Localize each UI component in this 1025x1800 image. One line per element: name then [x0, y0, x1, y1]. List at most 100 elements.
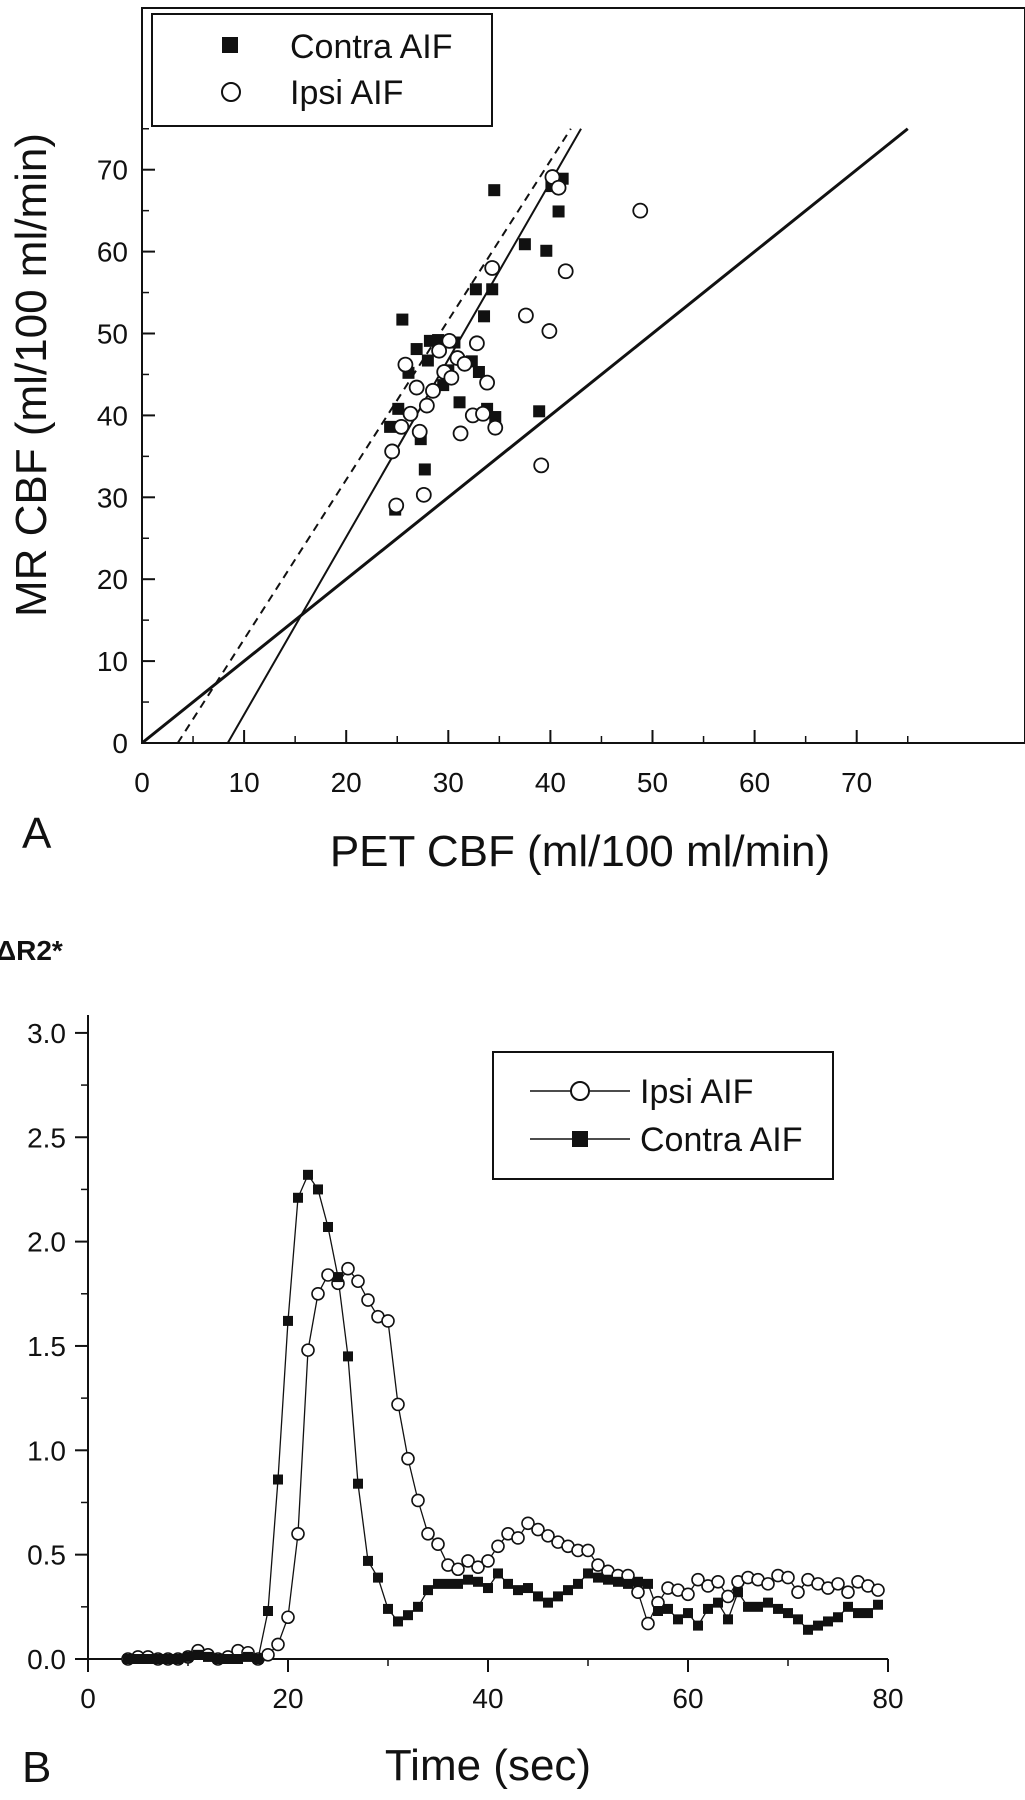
- panel-a-x-tick-label: 0: [134, 767, 150, 798]
- point-contra-aif: [303, 1169, 313, 1180]
- point-ipsi-aif: [421, 1526, 435, 1541]
- point-contra-aif: [273, 1474, 283, 1485]
- point-ipsi-aif: [781, 1570, 795, 1585]
- point-contra-aif: [353, 1478, 363, 1489]
- point-contra-aif: [383, 1603, 393, 1614]
- legend-label-contra-aif: Contra AIF: [640, 1121, 803, 1159]
- point-contra-aif: [593, 1572, 603, 1583]
- point-ipsi-aif: [461, 1554, 475, 1568]
- point-contra-aif: [653, 1605, 663, 1616]
- point-ipsi-aif: [402, 405, 419, 422]
- point-contra-aif: [543, 1597, 553, 1608]
- point-contra-aif: [293, 1192, 303, 1203]
- point-contra-aif: [503, 1578, 513, 1589]
- point-contra-aif: [123, 1654, 133, 1664]
- point-contra-aif: [693, 1620, 703, 1631]
- point-ipsi-aif: [321, 1268, 335, 1282]
- panel-a-solid-fit-line: [226, 128, 582, 743]
- point-ipsi-aif: [384, 443, 401, 460]
- point-contra-aif: [863, 1608, 873, 1619]
- point-contra-aif: [413, 1601, 423, 1612]
- point-contra-aif: [193, 1649, 203, 1660]
- panel-b-y-tick-label: 3.0: [27, 1018, 66, 1049]
- point-contra-aif: [384, 420, 397, 433]
- point-ipsi-aif: [550, 179, 567, 196]
- point-ipsi-aif: [456, 355, 473, 372]
- point-contra-aif: [513, 1585, 523, 1596]
- point-contra-aif: [283, 1315, 293, 1326]
- point-contra-aif: [333, 1272, 343, 1283]
- point-contra-aif: [518, 238, 531, 251]
- point-ipsi-aif: [691, 1572, 705, 1587]
- panel-b: 0 20 40 60 80 0.0 0.5 1.0 1.5 2.0 2.5 3.0 Ipsi AIF…: [0, 935, 904, 1792]
- point-contra-aif: [533, 1591, 543, 1602]
- point-ipsi-aif: [291, 1526, 305, 1541]
- panel-b-y-tick-label: 0.5: [27, 1540, 66, 1571]
- point-contra-aif: [473, 1576, 483, 1587]
- point-contra-aif: [478, 310, 491, 323]
- point-contra-aif: [313, 1184, 323, 1195]
- panel-a-y-ticks: 0 10 20 30 40 50 60 70: [97, 128, 155, 759]
- point-contra-aif: [418, 463, 431, 476]
- legend-label-ipsi-aif: Ipsi AIF: [290, 74, 403, 112]
- point-ipsi-aif: [391, 1397, 405, 1412]
- point-contra-aif: [472, 365, 485, 378]
- point-ipsi-aif: [475, 405, 491, 422]
- point-contra-aif: [623, 1578, 633, 1589]
- point-contra-aif: [133, 1654, 143, 1664]
- point-ipsi-aif: [581, 1543, 595, 1558]
- panel-a-x-axis-title: PET CBF (ml/100 ml/min): [330, 827, 830, 876]
- point-contra-aif: [853, 1608, 863, 1619]
- point-ipsi-aif: [415, 486, 432, 503]
- point-contra-aif: [233, 1654, 243, 1664]
- panel-b-y-tick-label: 2.0: [27, 1227, 66, 1258]
- point-contra-aif: [203, 1651, 213, 1662]
- point-ipsi-aif: [831, 1577, 845, 1591]
- panel-b-x-tick-label: 40: [472, 1683, 503, 1714]
- legend-label-contra-aif: Contra AIF: [290, 28, 453, 66]
- point-contra-aif: [343, 1351, 353, 1362]
- panel-a-x-tick-label: 40: [535, 767, 566, 798]
- point-contra-aif: [403, 1610, 413, 1621]
- point-ipsi-aif: [411, 1493, 425, 1508]
- point-ipsi-aif: [301, 1343, 315, 1357]
- point-contra-aif: [813, 1620, 823, 1631]
- point-ipsi-aif: [471, 1560, 485, 1574]
- point-ipsi-aif: [531, 1522, 545, 1537]
- panel-b-y-tick-label: 2.5: [27, 1122, 66, 1153]
- point-contra-aif: [873, 1599, 883, 1610]
- point-ipsi-aif: [451, 1562, 465, 1577]
- point-ipsi-aif: [271, 1637, 285, 1652]
- panel-b-legend-box: [492, 1051, 834, 1180]
- point-contra-aif: [173, 1654, 183, 1664]
- point-ipsi-aif: [557, 263, 574, 280]
- point-contra-aif: [563, 1585, 573, 1596]
- point-ipsi-aif: [631, 1585, 645, 1600]
- point-contra-aif: [613, 1576, 623, 1587]
- point-contra-aif: [163, 1654, 173, 1664]
- point-ipsi-aif: [591, 1558, 605, 1572]
- point-contra-aif: [540, 244, 553, 257]
- point-ipsi-aif: [761, 1577, 775, 1591]
- panel-b-x-axis-title: Time (sec): [385, 1741, 591, 1790]
- panel-b-series: [121, 1169, 885, 1666]
- point-ipsi-aif: [484, 260, 501, 276]
- point-contra-aif: [323, 1221, 333, 1232]
- point-ipsi-aif: [721, 1589, 735, 1604]
- point-ipsi-aif: [632, 202, 649, 219]
- point-ipsi-aif: [408, 379, 425, 396]
- panel-a-x-tick-label: 20: [331, 767, 362, 798]
- point-ipsi-aif: [388, 497, 405, 514]
- point-ipsi-aif: [261, 1648, 275, 1662]
- point-ipsi-aif: [411, 423, 428, 440]
- point-contra-aif: [486, 283, 499, 296]
- point-contra-aif: [143, 1654, 153, 1664]
- point-ipsi-aif: [397, 356, 414, 373]
- point-ipsi-aif: [533, 457, 550, 474]
- legend-marker-ipsi-aif: [570, 1081, 590, 1101]
- point-ipsi-aif: [541, 1529, 555, 1543]
- point-contra-aif: [443, 1578, 453, 1589]
- panel-b-x-ticks: 0 20 40 60 80: [80, 1659, 904, 1714]
- panel-a-plot-frame: [141, 7, 1025, 744]
- legend-label-ipsi-aif: Ipsi AIF: [640, 1073, 753, 1111]
